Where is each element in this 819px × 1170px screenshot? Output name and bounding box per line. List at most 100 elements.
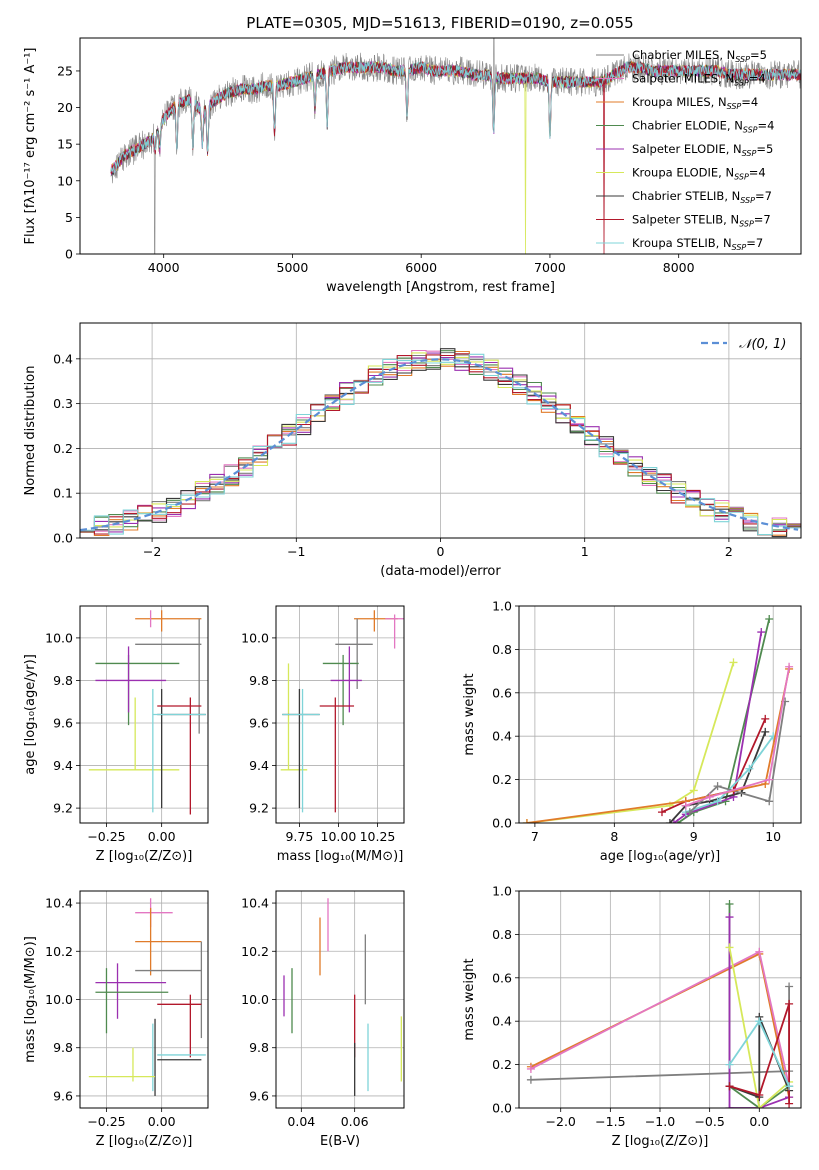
plot-area <box>88 610 206 815</box>
x-axis-label: (data-model)/error <box>380 564 501 579</box>
y-axis-label: age [log₁₀(age/yr)] <box>23 654 38 775</box>
weight-marker <box>669 819 678 823</box>
data-point <box>88 697 180 771</box>
weight-marker <box>725 1104 734 1108</box>
weight-series-line <box>526 662 735 823</box>
legend-entry: Salpeter ELODIE, NSSP=5 <box>632 142 773 158</box>
data-point <box>157 697 202 815</box>
plot-area <box>88 898 206 1096</box>
spectrum-panel: 4000 5000 6000 7000 8000 0 5 10 15 20 25 wavelength… <box>23 37 802 295</box>
legend-entry: Salpeter MILES, NSSP=4 <box>632 72 766 88</box>
data-point <box>322 654 359 726</box>
y-tick-label: 5 <box>65 210 73 225</box>
data-point <box>385 614 404 649</box>
weight-series-line <box>526 668 790 823</box>
x-tick-label: 0.00 <box>148 1114 176 1129</box>
weight-marker <box>713 782 722 791</box>
y-tick-label: 0.4 <box>53 351 73 366</box>
weight-series-line <box>728 917 790 1108</box>
legend-nssp-value: =4 <box>741 95 758 109</box>
y-tick-label: 10.4 <box>241 896 269 911</box>
legend-nssp-value: =4 <box>749 166 766 180</box>
data-point <box>330 646 362 713</box>
plot-area <box>283 898 402 1096</box>
x-axis-label: Z [log₁₀(Z/Z⊙)] <box>612 1134 709 1149</box>
y-tick-label: 0.4 <box>492 729 512 744</box>
grid-lines <box>80 891 208 1108</box>
data-point <box>135 610 202 632</box>
weight-marker <box>689 786 698 795</box>
x-tick-label: 4000 <box>148 260 180 275</box>
weight-marker <box>757 628 766 637</box>
data-point <box>280 663 308 771</box>
weight-marker <box>785 1082 794 1091</box>
y-tick-label: 0 <box>65 247 73 262</box>
data-point <box>95 968 169 1034</box>
y-tick-label: 0.3 <box>53 396 73 411</box>
x-tick-label: 10.25 <box>360 829 396 844</box>
y-tick-label: 20 <box>57 100 73 115</box>
data-point <box>157 688 206 809</box>
y-tick-label: 1.0 <box>492 599 512 614</box>
legend-nssp: N <box>732 189 741 203</box>
legend-nssp-subscript: SSP <box>740 196 755 205</box>
y-tick-label: 9.4 <box>53 758 73 773</box>
weight-series-line <box>729 1003 790 1104</box>
weight-series-line <box>673 631 763 823</box>
x-tick-label: −0.25 <box>87 829 125 844</box>
data-point <box>88 1047 156 1082</box>
data-point <box>135 907 202 976</box>
y-tick-label: 9.6 <box>249 716 269 731</box>
weight-marker <box>526 1064 535 1073</box>
y-tick-label: 9.8 <box>249 1040 269 1055</box>
plot-area <box>80 348 801 538</box>
y-tick-label: 9.8 <box>249 673 269 688</box>
y-tick-label: 10.2 <box>241 944 269 959</box>
legend-nssp-value: =5 <box>750 48 767 62</box>
x-tick-label: −2 <box>143 544 161 559</box>
weight-vs-age-panel: 7 8 9 10 0.0 0.2 0.4 0.6 0.8 1.0 age [log₁₀(age/yr… <box>462 599 802 864</box>
weight-marker <box>725 1060 734 1069</box>
axes: 0.04 0.06 9.6 9.8 10.0 10.2 10.4 E(B-V) <box>241 890 405 1149</box>
grid-lines <box>276 891 404 1108</box>
residual-histogram <box>80 353 801 536</box>
residuals-panel: −2 −1 0 1 2 0.0 0.1 0.2 0.3 0.4 (data-model)/error… <box>23 322 802 579</box>
weight-marker <box>665 819 674 823</box>
y-tick-label: 9.2 <box>249 801 269 816</box>
legend-entry: Kroupa STELIB, NSSP=7 <box>632 236 763 252</box>
y-tick-label: 9.6 <box>249 1088 269 1103</box>
residual-legend: 𝒩(0, 1) <box>701 337 786 352</box>
x-tick-label: 5000 <box>277 260 309 275</box>
x-tick-label: 7 <box>531 829 539 844</box>
legend-nssp-subscript: SSP <box>732 243 747 252</box>
legend-entry: Chabrier ELODIE, NSSP=4 <box>632 119 774 135</box>
legend-nssp-value: =7 <box>754 213 771 227</box>
y-tick-label: 9.6 <box>53 1088 73 1103</box>
weight-marker <box>755 1104 764 1108</box>
plot-area <box>280 610 404 813</box>
weight-marker <box>755 1017 764 1026</box>
y-tick-label: 9.8 <box>53 673 73 688</box>
x-axis-label: Z [log₁₀(Z/Z⊙)] <box>96 1134 193 1149</box>
y-tick-label: 0.8 <box>492 642 512 657</box>
weight-series-line <box>669 731 767 823</box>
x-axis-label: wavelength [Angstrom, rest frame] <box>326 280 555 295</box>
y-tick-label: 10.0 <box>45 992 73 1007</box>
y-tick-label: 0.0 <box>492 816 512 831</box>
y-tick-label: 9.4 <box>249 758 269 773</box>
data-point <box>135 618 202 734</box>
axes: 7 8 9 10 0.0 0.2 0.4 0.6 0.8 1.0 age [log₁₀(age/yr… <box>462 599 802 864</box>
plot-area <box>526 900 794 1108</box>
y-tick-label: 9.2 <box>53 801 73 816</box>
y-tick-label: 25 <box>57 63 73 78</box>
residual-histogram <box>80 353 801 536</box>
y-tick-label: 0.2 <box>492 1057 512 1072</box>
legend-nssp-value: =4 <box>758 119 775 133</box>
data-point <box>135 898 173 928</box>
weight-marker <box>765 797 774 806</box>
y-tick-label: 10.2 <box>45 944 73 959</box>
legend-nssp-subscript: SSP <box>734 173 749 182</box>
legend-entry: Salpeter STELIB, NSSP=7 <box>632 213 771 229</box>
weight-marker <box>522 819 531 823</box>
